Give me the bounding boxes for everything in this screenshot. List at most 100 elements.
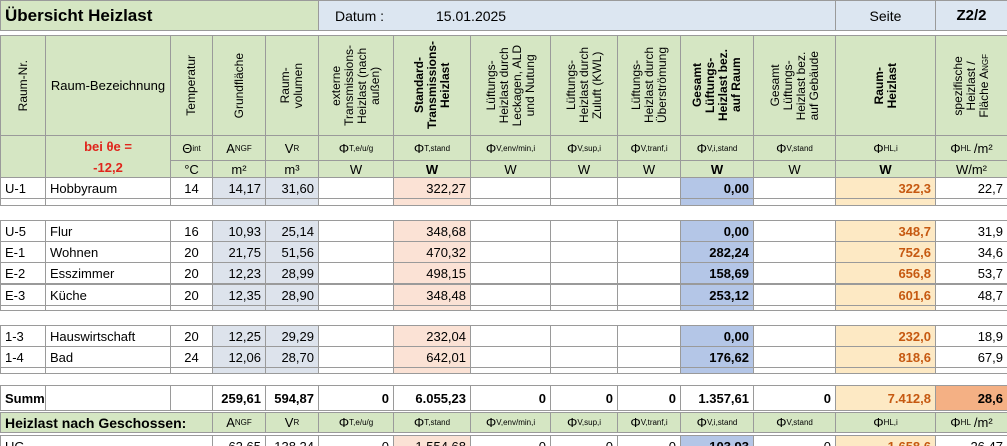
floor-value: 0 xyxy=(381,438,389,446)
floor-symbol-cell: Φ HL/m² xyxy=(935,412,1007,433)
unit-cell: W xyxy=(680,160,754,178)
cell-value: Wohnen xyxy=(50,244,99,260)
data-cell: 16 xyxy=(170,220,213,242)
total-value: 0 xyxy=(381,390,389,406)
symbol: Φ xyxy=(873,415,884,430)
data-cell xyxy=(753,284,836,306)
unit-cell: m³ xyxy=(265,160,319,178)
symbol-sub: V,tranf,i xyxy=(640,143,668,153)
unit-cell: W xyxy=(835,160,936,178)
symbol-sub: V,env/min,i xyxy=(496,418,536,427)
header-line: Transmissions- xyxy=(424,41,439,130)
data-cell: 24 xyxy=(170,346,213,368)
floor-value: 0 xyxy=(823,438,831,446)
total-value: 0 xyxy=(668,390,676,406)
data-cell xyxy=(753,177,836,199)
symbol: Φ xyxy=(338,415,350,430)
column-header: Raum-Nr. xyxy=(0,35,46,136)
cell-value: 12,35 xyxy=(228,287,261,303)
data-cell: 498,15 xyxy=(393,262,471,284)
header-text: Lüftungs- Heizlast durch Leckagen, ALD und … xyxy=(484,45,537,126)
floor-symbol-cell: Φ V,tranf,i xyxy=(617,412,681,433)
symbol-sub: V,stand xyxy=(786,143,813,153)
data-cell: 470,32 xyxy=(393,241,471,263)
total-value: 6.055,23 xyxy=(415,390,466,406)
data-cell: 51,56 xyxy=(265,241,319,263)
data-cell xyxy=(753,262,836,284)
unit: W xyxy=(504,161,517,177)
data-cell: 0,00 xyxy=(680,325,754,347)
data-cell: 176,62 xyxy=(680,346,754,368)
cell-value: 10,93 xyxy=(228,223,261,239)
floor-cell: UG xyxy=(0,435,213,446)
unit: W xyxy=(349,161,363,177)
total-cell: 259,61 xyxy=(212,385,266,411)
unit-cell: m² xyxy=(212,160,266,178)
header-text: Raum-Nr. xyxy=(16,60,30,111)
header-text: Lüftungs- Heizlast durch Überströmung xyxy=(629,47,669,123)
symbol-cell: Φ HL,i xyxy=(835,135,936,161)
data-cell: 28,99 xyxy=(265,262,319,284)
total-value: 7.412,8 xyxy=(887,390,931,406)
unit: W xyxy=(642,161,656,177)
total-cell: 0 xyxy=(318,385,394,411)
symbol-sub: R xyxy=(293,143,300,153)
cell-value: 14 xyxy=(184,180,199,196)
header-line: Lüftungs- xyxy=(780,60,795,111)
cell-value: U-5 xyxy=(5,223,26,239)
data-cell: Hobbyraum xyxy=(45,177,171,199)
symbol-sub: T,e/u/g xyxy=(349,418,374,427)
cell-value: 253,12 xyxy=(709,287,749,303)
symbol-cell: Φ HL/m² xyxy=(935,135,1007,161)
header-text: Raum-volumen xyxy=(278,63,305,108)
floor-symbol-cell: Φ V,i,stand xyxy=(680,412,754,433)
cell-value: 656,8 xyxy=(898,265,931,281)
symbol-cell: Φ T,e/u/g xyxy=(318,135,394,161)
data-cell xyxy=(318,284,394,306)
floor-cell: 0 xyxy=(550,435,618,446)
data-cell xyxy=(617,325,681,347)
cell-value: 601,6 xyxy=(898,287,931,303)
header-line: auf Gebäude xyxy=(806,50,821,121)
symbol-sub: HL xyxy=(960,143,971,153)
unit-cell: W xyxy=(470,160,551,178)
data-cell: 656,8 xyxy=(835,262,936,284)
header-text: Lüftungs- Heizlast durch Zuluft (KWL) xyxy=(564,47,604,123)
data-cell: 10,93 xyxy=(212,220,266,242)
data-cell: 14 xyxy=(170,177,213,199)
symbol: V xyxy=(284,140,294,156)
unit: W xyxy=(788,161,801,177)
symbol: Φ xyxy=(630,415,641,430)
floors-title: Heizlast nach Geschossen: xyxy=(5,414,187,431)
symbol-sub: HL,i xyxy=(883,418,898,427)
symbol-tail: /m² xyxy=(973,415,993,430)
cell-value: 20 xyxy=(184,244,199,260)
cell-value: 25,14 xyxy=(281,223,314,239)
total-cell xyxy=(170,385,213,411)
cell-value: 20 xyxy=(184,265,199,281)
cell-value: 818,6 xyxy=(898,349,931,365)
cell-value: E-1 xyxy=(5,244,26,260)
column-header: Raum-Bezeichnung xyxy=(45,35,171,136)
symbol-cell: Φ V,tranf,i xyxy=(617,135,681,161)
data-cell: 48,7 xyxy=(935,284,1007,306)
data-cell: E-3 xyxy=(0,284,46,306)
hidden-row-strip xyxy=(212,198,266,206)
data-cell: Bad xyxy=(45,346,171,368)
symbol: Φ xyxy=(776,415,787,430)
column-header: Raum- Heizlast xyxy=(835,35,936,136)
data-cell: 14,17 xyxy=(212,177,266,199)
symbol: A xyxy=(226,415,235,430)
data-cell: 20 xyxy=(170,284,213,306)
data-cell: 25,14 xyxy=(265,220,319,242)
cell-value: 28,70 xyxy=(281,349,314,365)
unit: W/m² xyxy=(955,161,988,177)
unit-cell: W xyxy=(753,160,836,178)
floor-cell: 1.658,6 xyxy=(835,435,936,446)
data-cell xyxy=(470,325,551,347)
data-cell: E-2 xyxy=(0,262,46,284)
total-value: 0 xyxy=(823,390,831,406)
data-cell xyxy=(318,177,394,199)
symbol: Φ xyxy=(696,140,707,156)
header-line: Temperatur xyxy=(184,55,198,116)
